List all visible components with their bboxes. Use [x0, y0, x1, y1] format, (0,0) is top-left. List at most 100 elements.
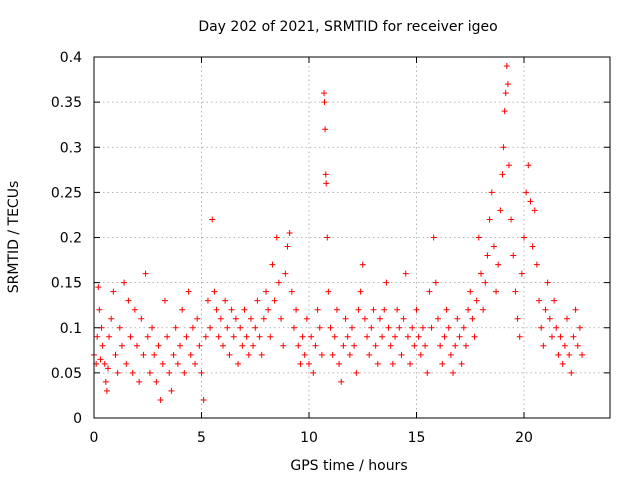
data-point [383, 279, 390, 286]
data-point [189, 324, 196, 331]
data-point [499, 171, 506, 178]
data-point [527, 198, 534, 205]
data-point [200, 396, 207, 403]
y-tick-label: 0.2 [60, 231, 82, 247]
data-point [265, 306, 272, 313]
data-point [303, 315, 310, 322]
chart-title: Day 202 of 2021, SRMTID for receiver ige… [198, 19, 497, 35]
data-point [374, 360, 381, 367]
data-point [488, 189, 495, 196]
data-point [364, 333, 371, 340]
data-point [389, 360, 396, 367]
data-point [370, 306, 377, 313]
data-point [142, 270, 149, 277]
y-axis-title: SRMTID / TECUs [6, 181, 22, 294]
data-point [228, 306, 235, 313]
data-point [288, 288, 295, 295]
data-point [331, 333, 338, 340]
data-point [340, 342, 347, 349]
data-point [486, 216, 493, 223]
data-point [192, 360, 199, 367]
data-point [282, 270, 289, 277]
data-point [207, 324, 214, 331]
data-point [136, 378, 143, 385]
data-point [400, 315, 407, 322]
data-point [551, 297, 558, 304]
data-point [263, 288, 269, 295]
data-point [559, 360, 566, 367]
axis-ticks: 0 5 10 15 20 0 0.05 0.1 0.15 0.2 0.25 0.3 0.35 0.4 [51, 50, 610, 446]
data-point [241, 306, 248, 313]
data-point [101, 360, 108, 367]
data-point [157, 396, 164, 403]
data-point [196, 342, 203, 349]
data-point [417, 351, 424, 358]
data-point [505, 162, 512, 169]
data-point [445, 324, 452, 331]
data-point [321, 90, 328, 97]
data-point [112, 351, 119, 358]
data-point [456, 333, 463, 340]
data-point [415, 333, 422, 340]
data-point [493, 288, 500, 295]
y-tick-label: 0.4 [60, 50, 82, 66]
data-point [422, 342, 429, 349]
data-point [495, 261, 502, 268]
data-point [116, 324, 123, 331]
data-point [290, 324, 297, 331]
data-point [351, 342, 358, 349]
data-point [518, 270, 525, 277]
data-point [424, 369, 431, 376]
data-point [217, 315, 224, 322]
data-point [164, 333, 171, 340]
data-point [379, 333, 386, 340]
data-point [213, 306, 220, 313]
data-point [194, 315, 201, 322]
data-point [392, 333, 398, 340]
data-point [398, 351, 405, 358]
data-point [121, 279, 128, 286]
data-point [170, 351, 177, 358]
data-point [183, 333, 190, 340]
data-point [566, 351, 573, 358]
data-point [222, 297, 229, 304]
data-point [525, 162, 532, 169]
data-point [450, 369, 457, 376]
data-point [521, 234, 527, 241]
data-point [159, 360, 166, 367]
data-point [502, 90, 509, 97]
data-point [460, 324, 467, 331]
data-point [114, 369, 121, 376]
data-point [280, 342, 287, 349]
data-point [355, 306, 362, 313]
y-tick-label: 0.05 [51, 366, 82, 382]
data-point [500, 144, 507, 151]
data-point [359, 261, 366, 268]
x-tick-label: 5 [197, 430, 206, 446]
data-point [325, 288, 332, 295]
data-point [538, 324, 545, 331]
data-point [516, 333, 523, 340]
data-point [314, 306, 321, 313]
data-point [220, 342, 226, 349]
data-point [557, 333, 564, 340]
y-tick-label: 0.1 [60, 321, 82, 337]
data-point [322, 171, 329, 178]
data-point [102, 378, 109, 385]
data-point [204, 297, 211, 304]
data-point [497, 207, 504, 214]
data-point [95, 284, 102, 291]
x-axis-title: GPS time / hours [290, 458, 407, 474]
data-point [437, 342, 444, 349]
data-point [284, 243, 291, 250]
data-point [407, 360, 414, 367]
data-point [482, 279, 489, 286]
data-point [215, 333, 222, 340]
data-point [376, 315, 383, 322]
data-point [94, 333, 101, 340]
data-point [490, 243, 497, 250]
data-point [99, 342, 106, 349]
data-point [230, 333, 237, 340]
data-point [123, 360, 130, 367]
